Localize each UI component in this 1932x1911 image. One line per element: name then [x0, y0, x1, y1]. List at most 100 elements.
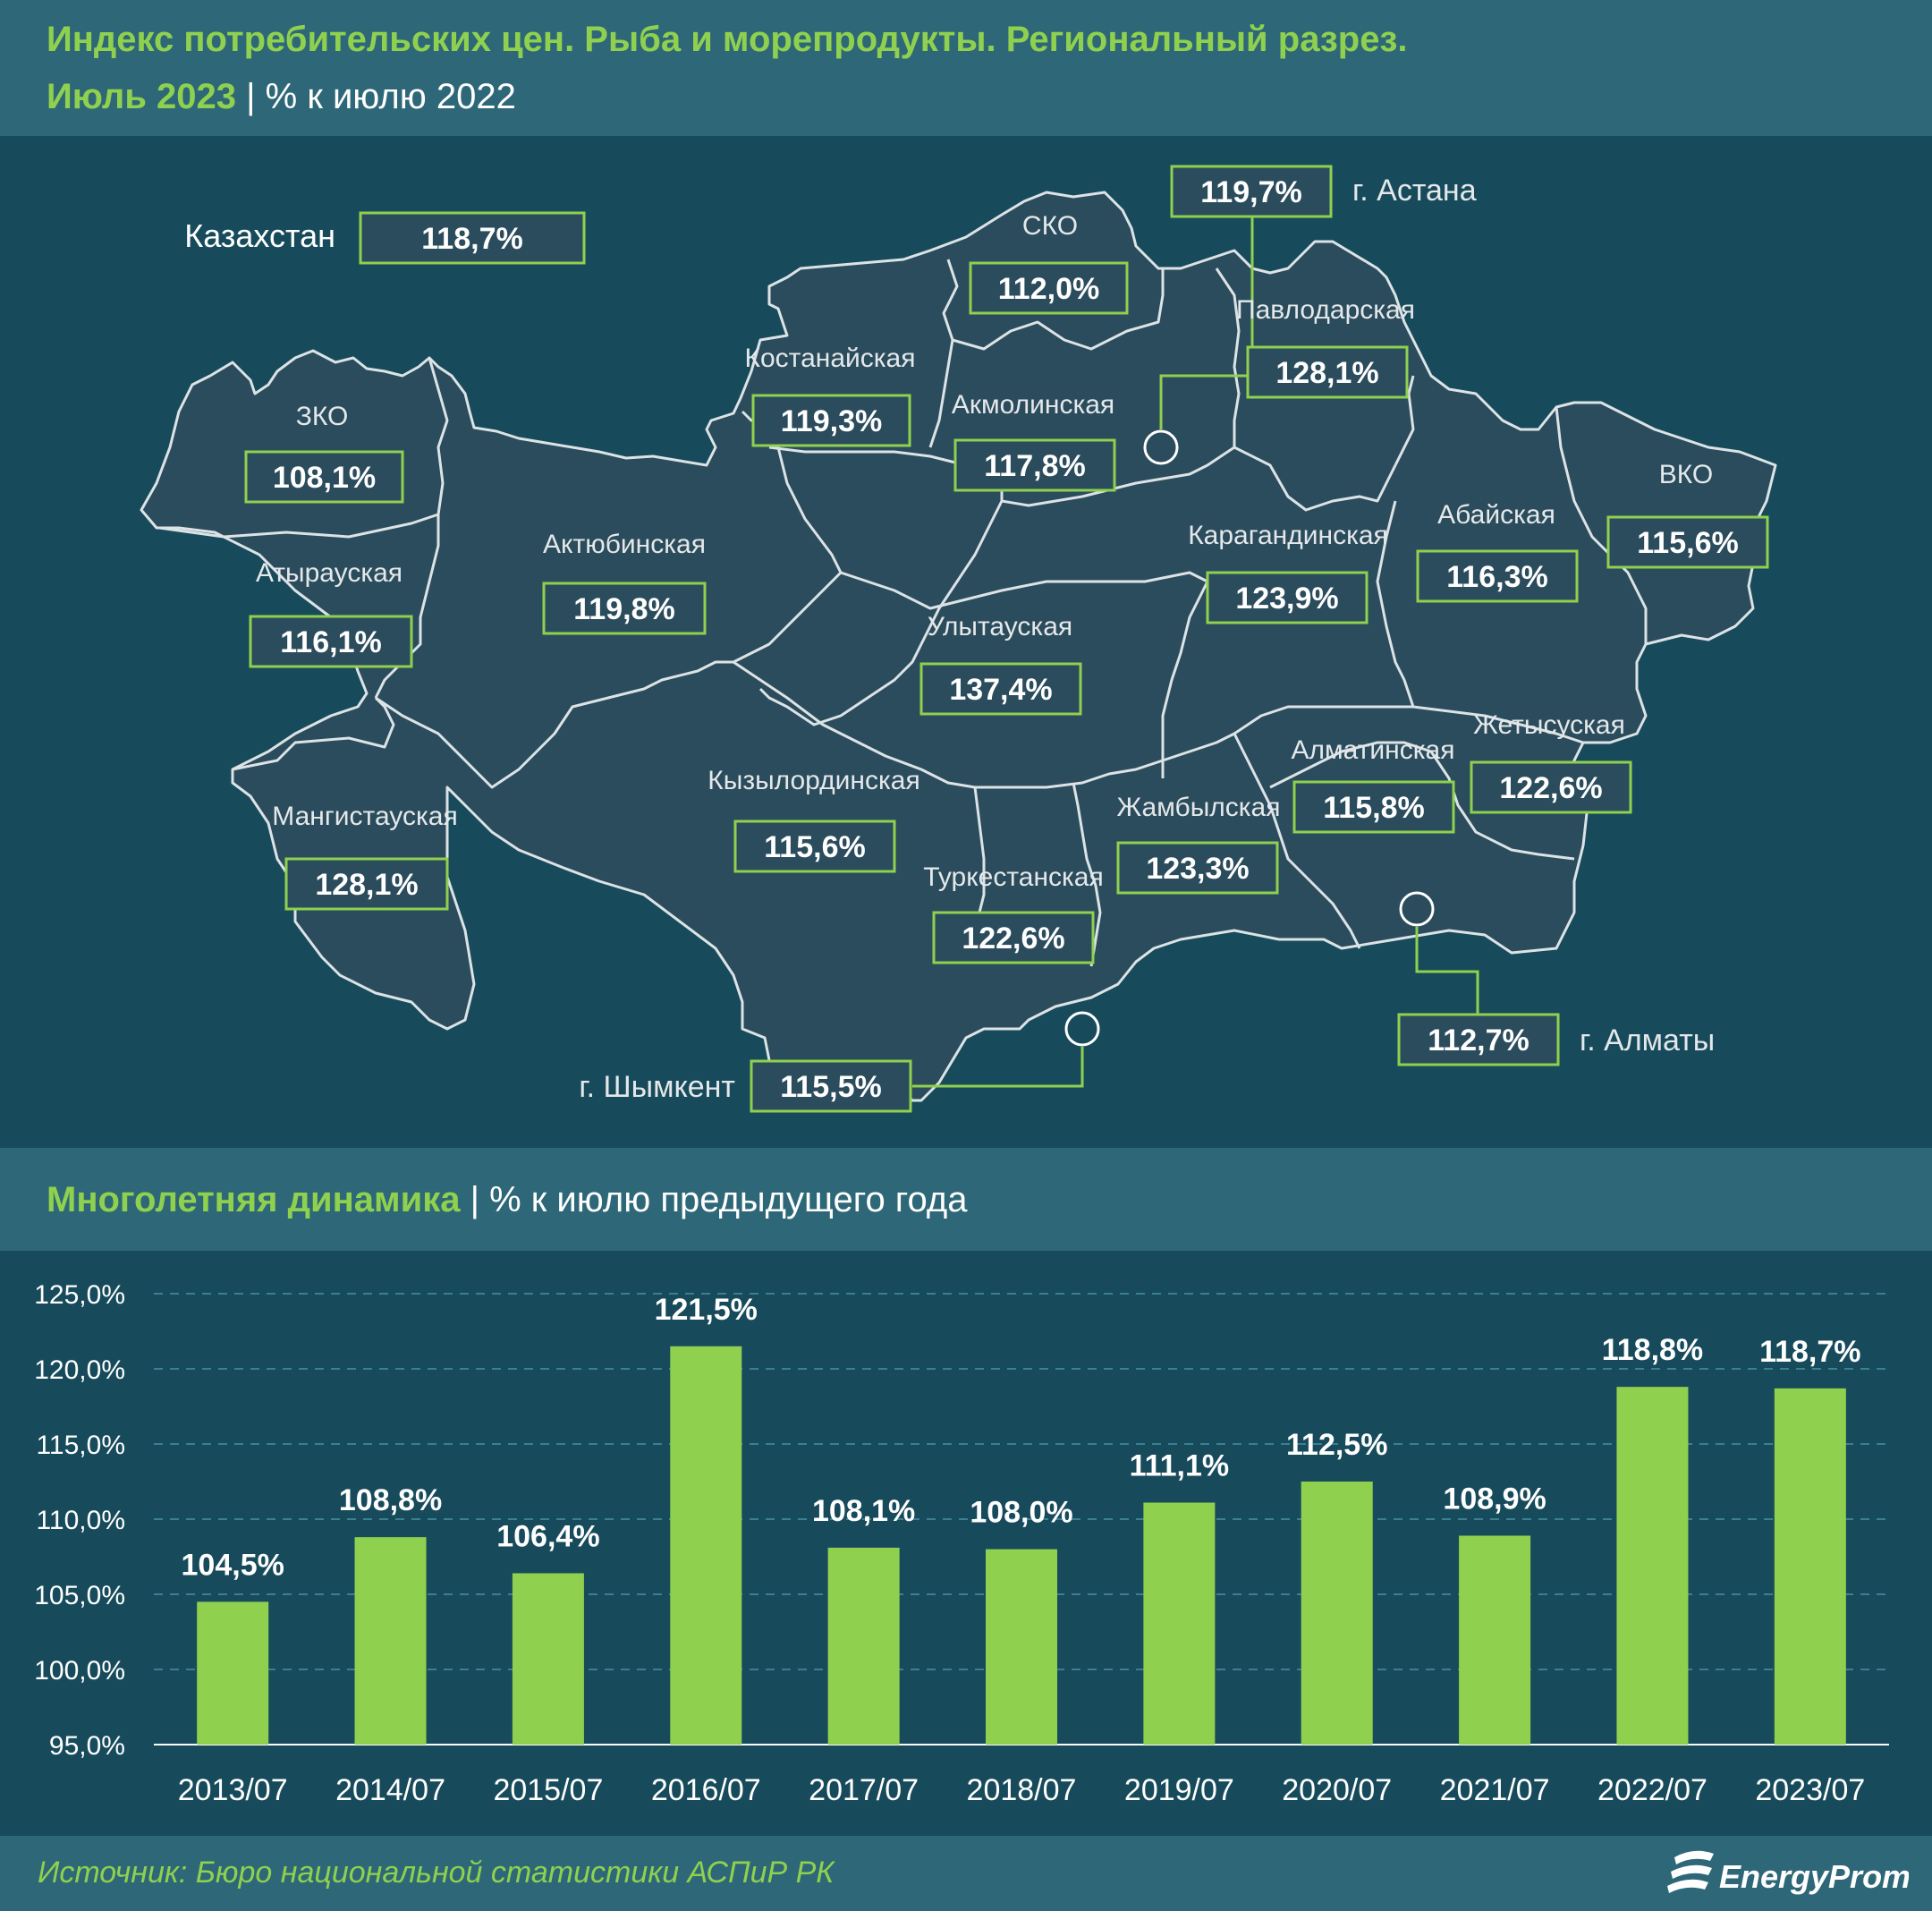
x-tick-3: 2016/07 — [651, 1773, 761, 1807]
bar-chart: 95,0% 100,0% 105,0% 110,0% 115,0% 120,0% 125,0… — [34, 1280, 1889, 1807]
ulytau-karaganda-border — [1161, 581, 1209, 778]
city-0-box — [1170, 165, 1333, 218]
region-10-value: 115,6% — [764, 830, 865, 864]
period-label: Июль 2023 — [47, 77, 237, 116]
y-tick-6: 125,0% — [34, 1280, 125, 1310]
y-tick-1: 100,0% — [34, 1656, 125, 1686]
x-tick-10: 2023/07 — [1755, 1773, 1865, 1807]
bar-2014/07 — [354, 1537, 427, 1745]
region-name-4: Костанайская — [745, 344, 916, 373]
leader-lines — [912, 213, 1479, 1088]
ulytau-central-border — [840, 571, 1208, 610]
bar-2018/07 — [986, 1549, 1057, 1745]
region-15-value: 116,3% — [1446, 560, 1547, 594]
kostanay-sko-border — [928, 259, 959, 448]
region-5-value: 112,0% — [998, 272, 1099, 306]
footer-bar — [0, 1836, 1932, 1911]
bar-2019/07 — [1143, 1502, 1216, 1745]
city-leader-1 — [1415, 927, 1479, 1015]
bar-2023/07 — [1774, 1388, 1846, 1745]
city-name-2: г. Шымкент — [579, 1070, 735, 1104]
labels-layer: Казахстан 118,7% ЗКО 108,1% Атырауская 116,1%… — [184, 165, 1769, 1113]
energyprom-logo: EnergyProm — [1667, 1850, 1909, 1895]
region-name-16: ВКО — [1659, 460, 1713, 489]
separator: | — [246, 77, 256, 116]
city-name-1: г. Алматы — [1580, 1023, 1715, 1057]
logo-mark-icon — [1667, 1850, 1714, 1893]
region-12-box — [1116, 841, 1279, 895]
region-name-14: Жетысуская — [1473, 710, 1625, 740]
y-tick-4: 115,0% — [36, 1431, 125, 1460]
section-title-text: Многолетняя динамика — [47, 1180, 461, 1219]
country-box — [359, 211, 586, 265]
bar-2015/07 — [512, 1573, 584, 1745]
regions-layer — [140, 191, 1777, 1102]
region-0-box — [244, 450, 404, 504]
page-subtitle: Июль 2023 | % к июлю 2022 — [47, 77, 516, 117]
section-bar: Многолетняя динамика | % к июлю предыдущ… — [0, 1148, 1932, 1251]
region-6-value: 117,8% — [984, 449, 1085, 483]
zko-aktobe-border — [428, 357, 449, 515]
region-7-box — [1246, 345, 1409, 399]
city-marker-icon-2 — [1064, 1011, 1100, 1047]
region-3-value: 119,8% — [573, 592, 674, 626]
x-tick-0: 2013/07 — [178, 1773, 288, 1807]
city-0-value: 119,7% — [1200, 175, 1301, 209]
y-tick-3: 110,0% — [36, 1506, 125, 1535]
karaganda-abai-border — [1376, 500, 1415, 708]
city-2-box — [750, 1059, 912, 1113]
region-8-value: 123,9% — [1235, 582, 1338, 616]
section-unit: % к июлю предыдущего года — [489, 1180, 968, 1219]
region-6-box — [953, 438, 1116, 492]
logo-wordmark: EnergyProm — [1719, 1858, 1909, 1895]
region-16-box — [1606, 515, 1769, 569]
city-leader-0 — [1159, 213, 1254, 429]
x-tick-9: 2022/07 — [1597, 1773, 1707, 1807]
map-panel: Казахстан 118,7% ЗКО 108,1% Атырауская 116,1%… — [0, 136, 1932, 1148]
city-1-value: 112,7% — [1428, 1023, 1529, 1057]
x-tick-4: 2017/07 — [809, 1773, 919, 1807]
region-11-box — [932, 911, 1095, 964]
region-name-10: Кызылординская — [708, 766, 919, 795]
ulytau-south-border — [733, 660, 1413, 789]
x-tick-7: 2020/07 — [1282, 1773, 1392, 1807]
region-12-value: 123,3% — [1146, 852, 1249, 886]
region-name-1: Атырауская — [256, 558, 402, 588]
region-1-value: 116,1% — [280, 625, 381, 659]
region-name-9: Улытауская — [928, 612, 1072, 641]
region-11-value: 122,6% — [962, 922, 1064, 956]
bar-label-7: 112,5% — [1286, 1428, 1387, 1462]
x-tick-2: 2015/07 — [493, 1773, 603, 1807]
city-name-0: г. Астана — [1352, 174, 1477, 208]
city-2-value: 115,5% — [780, 1070, 881, 1104]
x-tick-8: 2021/07 — [1440, 1773, 1550, 1807]
bar-label-0: 104,5% — [182, 1548, 284, 1582]
pavlodar-karaganda-border — [1233, 446, 1397, 512]
country-label: Казахстан — [184, 217, 335, 254]
region-3-box — [542, 582, 707, 635]
y-tick-2: 105,0% — [34, 1581, 125, 1610]
bar-label-1: 108,8% — [339, 1483, 442, 1517]
kazakhstan-map: Казахстан 118,7% ЗКО 108,1% Атырауская 116,1%… — [140, 165, 1777, 1113]
region-13-value: 115,8% — [1323, 791, 1424, 825]
country-value: 118,7% — [421, 222, 522, 256]
turkestan-zhambyl-border — [1072, 782, 1102, 967]
region-2-value: 128,1% — [315, 868, 418, 902]
bar-2020/07 — [1301, 1482, 1373, 1745]
sko-akmola-border — [952, 268, 1165, 351]
region-14-value: 122,6% — [1499, 771, 1602, 805]
region-name-2: Мангистауская — [272, 802, 457, 831]
region-name-7: Павлодарская — [1236, 295, 1415, 325]
region-name-12: Жамбылская — [1117, 793, 1281, 822]
bar-label-5: 108,0% — [970, 1496, 1072, 1530]
bar-2021/07 — [1459, 1535, 1531, 1745]
bar-label-3: 121,5% — [655, 1293, 758, 1327]
y-tick-0: 95,0% — [49, 1731, 125, 1761]
page-title: Индекс потребительских цен. Рыба и мореп… — [47, 20, 1408, 59]
aktobe-kyzylorda-border — [375, 660, 733, 789]
x-tick-6: 2019/07 — [1124, 1773, 1234, 1807]
region-name-3: Актюбинская — [543, 530, 706, 559]
bar-label-4: 108,1% — [812, 1494, 915, 1528]
kostanay-akmola-border — [758, 446, 1004, 726]
region-16-value: 115,6% — [1637, 526, 1738, 560]
